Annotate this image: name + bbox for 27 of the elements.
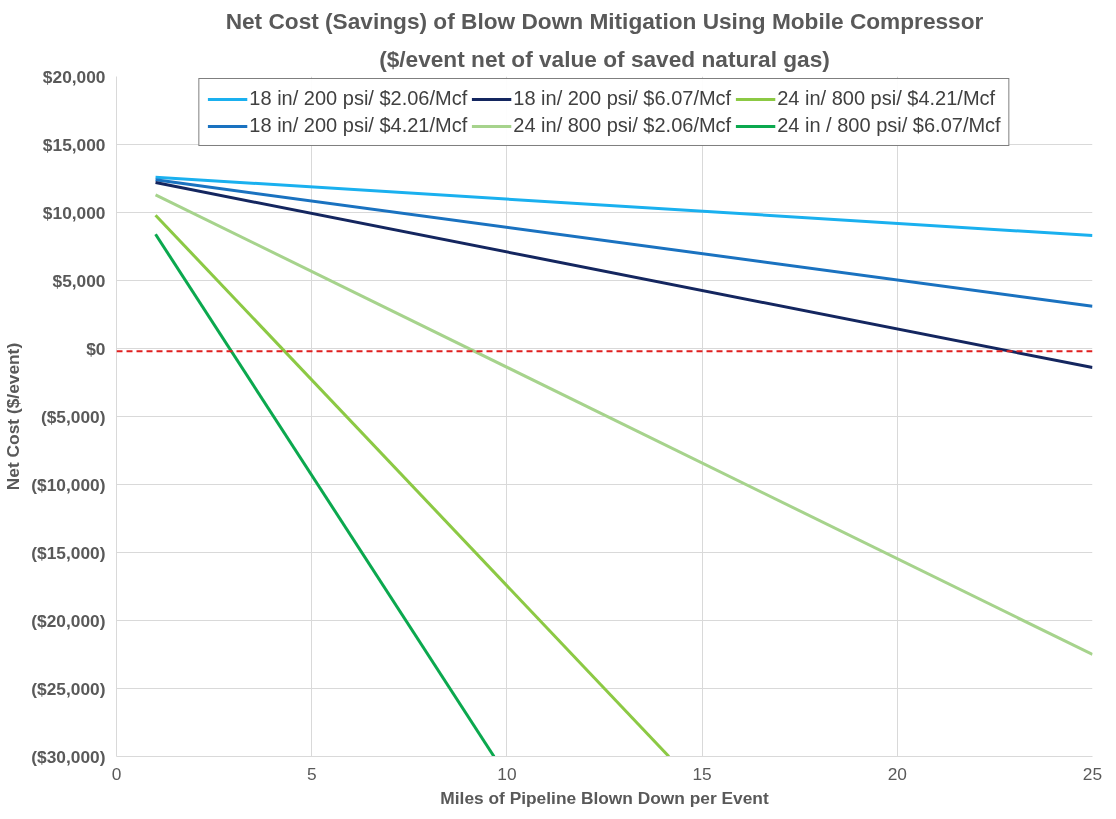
y-tick-label: $5,000 [52, 270, 106, 291]
y-tick-label: ($5,000) [40, 406, 106, 427]
y-tick-label: ($15,000) [31, 542, 106, 563]
chart-subtitle: ($/event net of value of saved natural gas) [379, 45, 830, 72]
x-axis-title: Miles of Pipeline Blown Down per Event [440, 787, 769, 808]
x-tick-label: 20 [887, 763, 907, 784]
y-tick-label: ($30,000) [31, 746, 106, 767]
legend-label: 24 in/ 800 psi/ $2.06/Mcf [513, 114, 732, 137]
legend-label: 18 in/ 200 psi/ $4.21/Mcf [249, 114, 468, 137]
legend-label: 24 in/ 800 psi/ $4.21/Mcf [777, 87, 996, 110]
y-tick-label: ($25,000) [31, 678, 106, 699]
y-tick-label: ($10,000) [31, 474, 106, 495]
x-tick-label: 0 [111, 763, 122, 784]
y-tick-label: $15,000 [42, 134, 106, 155]
legend-label: 18 in/ 200 psi/ $6.07/Mcf [513, 87, 732, 110]
y-tick-label: $10,000 [42, 202, 106, 223]
y-tick-label: $20,000 [42, 66, 106, 87]
legend-label: 24 in / 800 psi/ $6.07/Mcf [777, 114, 1001, 137]
x-tick-label: 25 [1082, 763, 1103, 784]
x-tick-label: 5 [306, 763, 317, 784]
y-tick-label: ($20,000) [31, 610, 106, 631]
legend-label: 18 in/ 200 psi/ $2.06/Mcf [249, 87, 468, 110]
x-tick-label: 10 [497, 763, 517, 784]
y-axis-title: Net Cost ($/event) [3, 342, 24, 491]
y-tick-label: $0 [86, 338, 106, 359]
x-tick-label: 15 [692, 763, 712, 784]
chart-title: Net Cost (Savings) of Blow Down Mitigation Using Mobile Compressor [225, 7, 984, 34]
